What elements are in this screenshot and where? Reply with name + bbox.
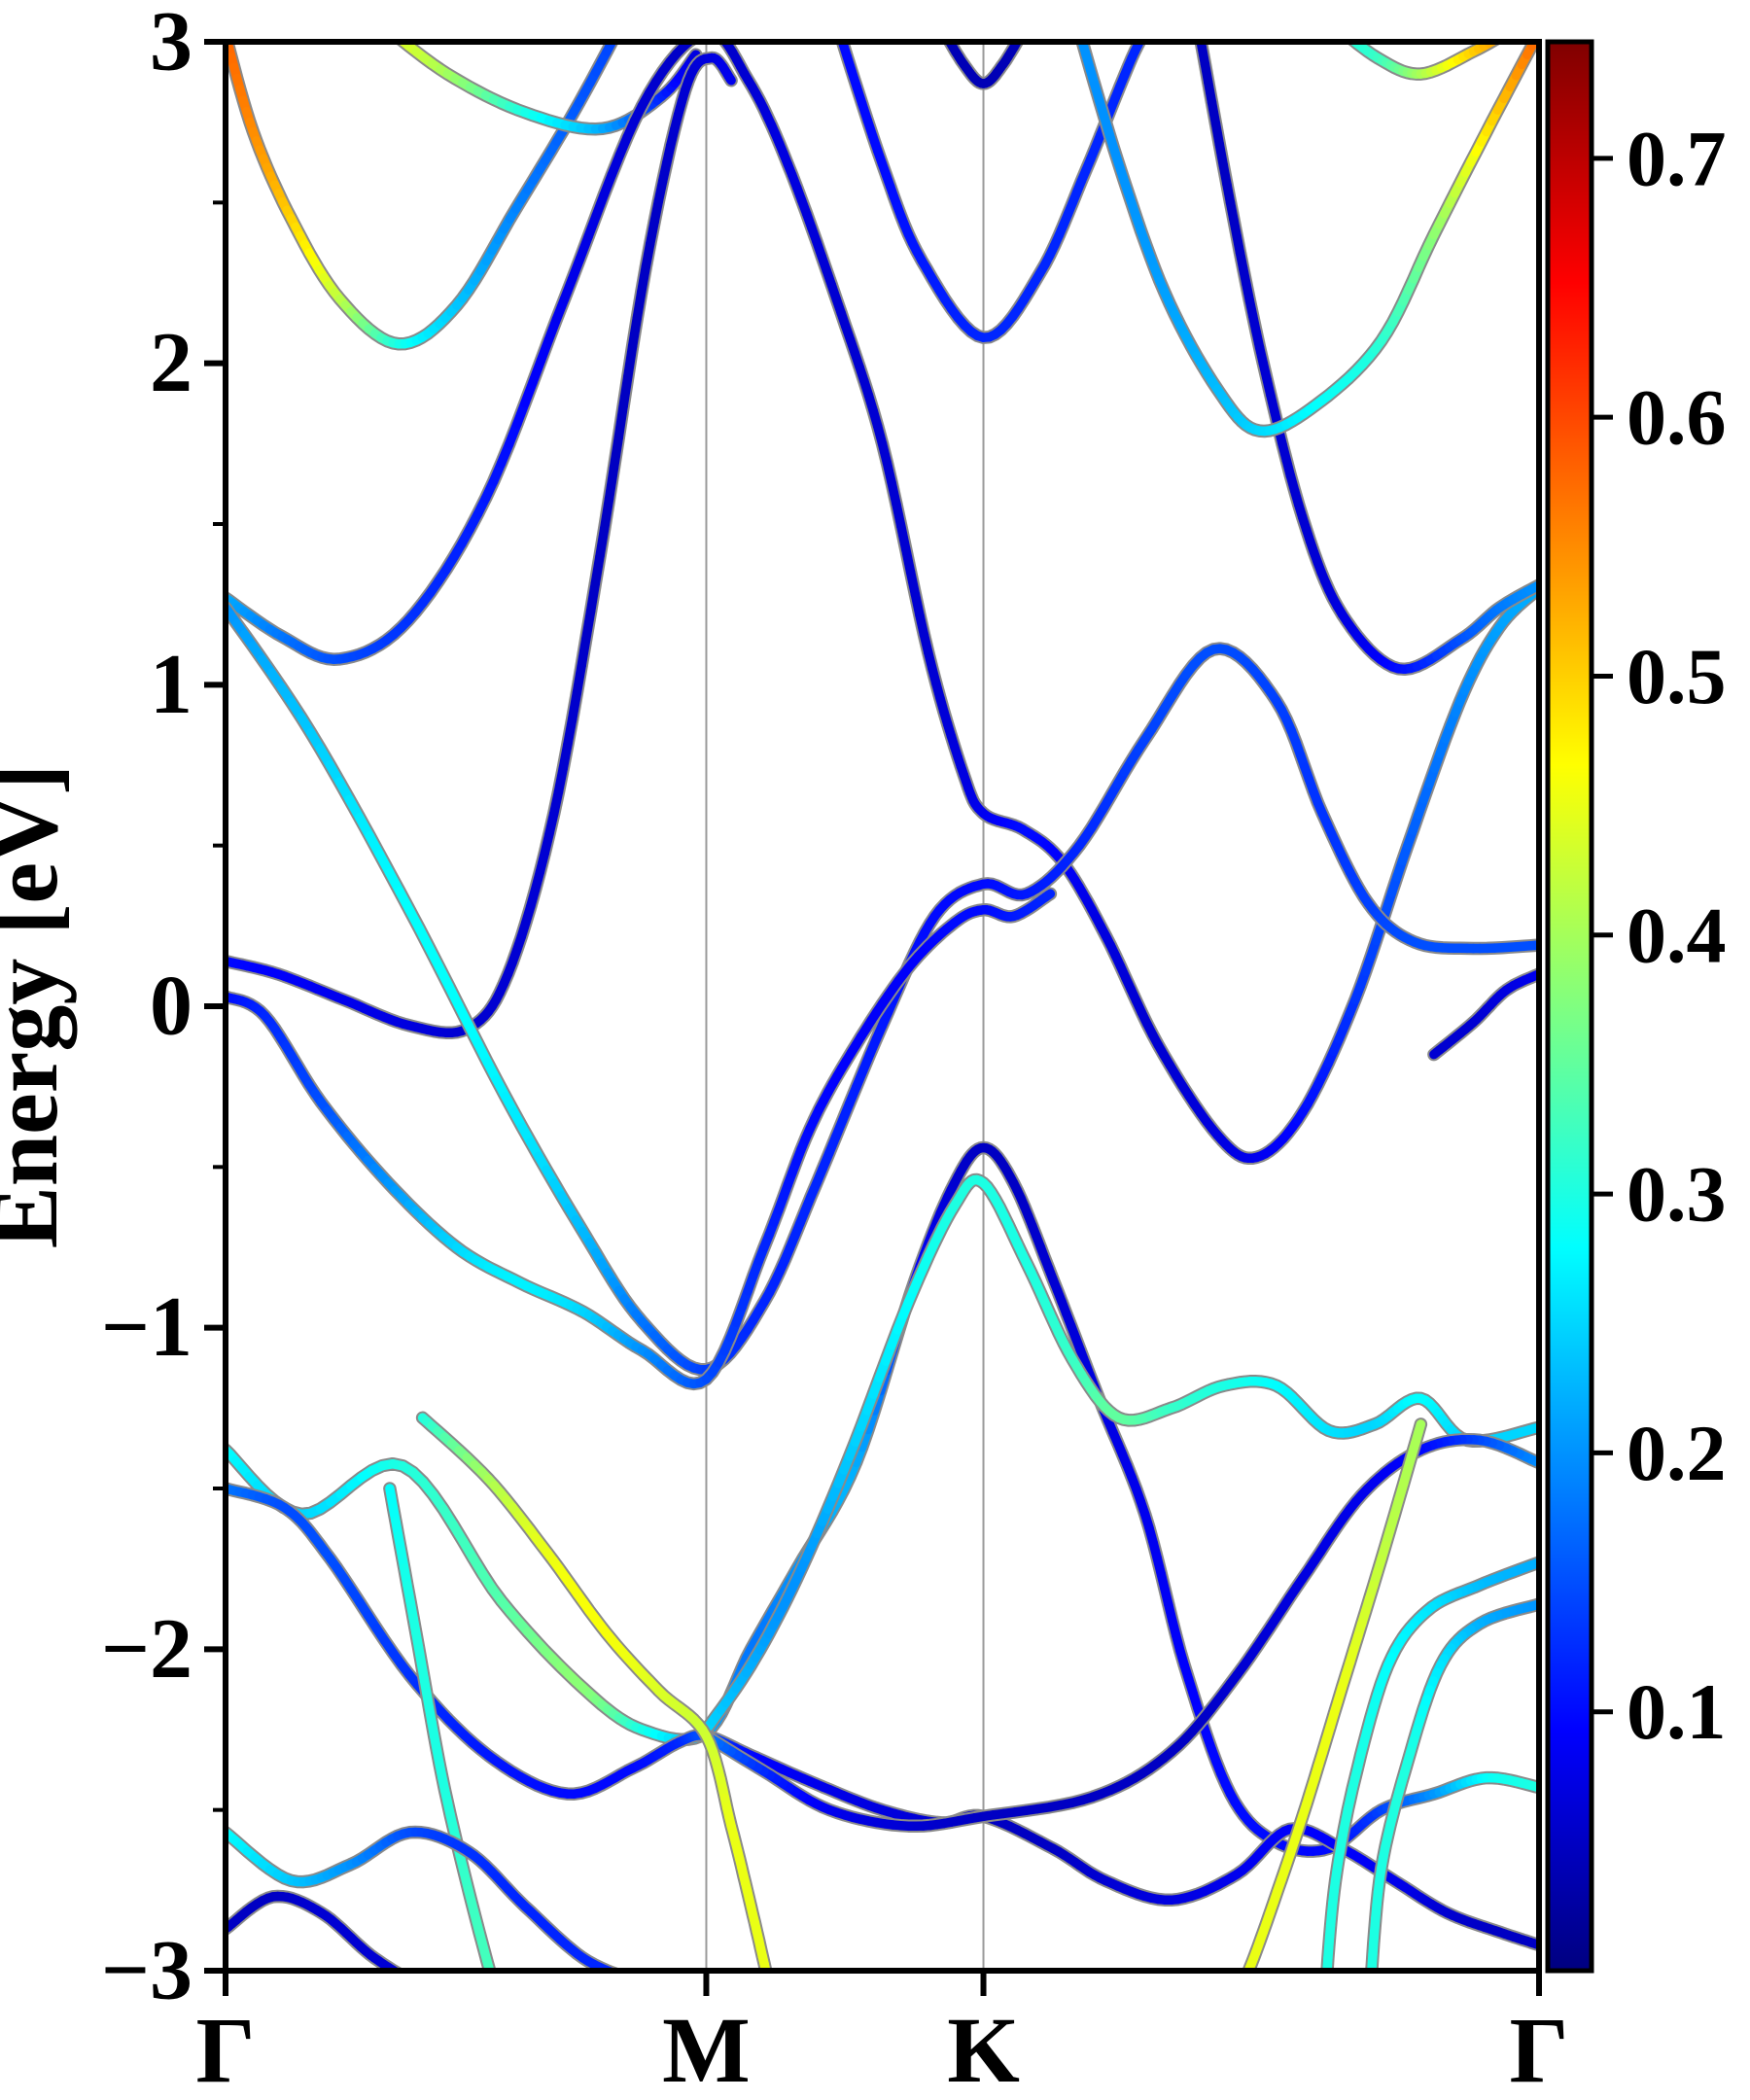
gridlines [705,42,985,1971]
band-line-mid-G0-diag-to-Mmin [226,887,1058,1391]
x-tick-label-K: K [947,1998,1020,2100]
x-tick-label-M: M [662,1998,751,2100]
band-line-cond-steep-navy-KG [1194,42,1539,677]
band-line-cond-yellow-valley-GM [226,42,620,351]
band-line-cond-top-dip-KG [1345,42,1505,81]
colorbar: 0.7 0.6 0.5 0.4 0.3 0.2 0.1 [1545,39,1727,1974]
colorbar-gradient [1548,42,1592,1971]
band-line-val-cyan-steep-left [383,1482,497,1971]
y-tick-label: 0 [150,960,192,1054]
colorbar-tick-label: 0.7 [1627,114,1727,202]
x-tick-label-Γ: Γ [1509,1998,1568,2100]
band-line-val-lime-steep-right [1242,1418,1428,1971]
x-tick-label-Γ: Γ [195,1998,255,2100]
band-line-val-cyan-steep-right-2 [1365,1597,1539,1971]
y-tick-label: 2 [150,316,192,410]
band-line-cond-camelback-Mpeak-Kplateau-U [226,42,1539,1166]
colorbar-tick-label: 0.1 [1627,1667,1727,1756]
y-tick-label: −1 [101,1280,192,1375]
band-line-cond-valley-KG-rainbow [1075,42,1539,438]
colorbar-tick-label: 0.4 [1627,891,1727,979]
colorbar-tick-label: 0.5 [1627,632,1727,720]
band-line-mid-G-to-Mmin-wave-KG [226,601,1539,1377]
band-line-val-lime-diag-through-M [415,1411,773,1971]
y-tick-label: 3 [150,0,192,89]
y-tick-label: 1 [150,638,192,732]
y-tick-label: −3 [101,1924,192,2018]
colorbar-tick-label: 0.3 [1627,1150,1727,1239]
band-line-cond-flatG-U-steep-to-M [226,51,738,1040]
band-lines [226,42,1539,1971]
y-axis-label: Energy [eV] [0,764,77,1249]
band-line-val-arc-G2-Kcross-M [699,1432,1539,1834]
band-line-val-navy-hump-bottom-left [226,1889,406,1971]
colorbar-tick-label: 0.2 [1627,1409,1727,1497]
colorbar-tick-label: 0.6 [1627,373,1727,462]
band-line-cond-top-dip-GM [393,42,703,136]
colorbar-frame [1545,39,1594,1974]
band-line-val-cyan-steep-right-1 [1320,1556,1539,1971]
y-tick-label: −2 [101,1602,192,1697]
